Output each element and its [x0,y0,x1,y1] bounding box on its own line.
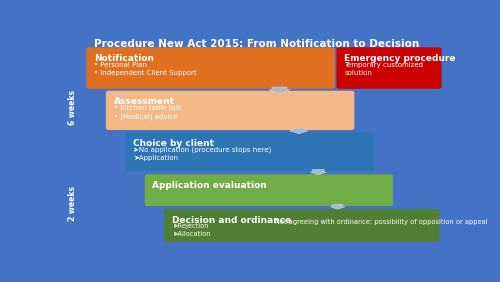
FancyBboxPatch shape [164,209,439,242]
Text: Application evaluation: Application evaluation [152,181,267,190]
Text: Procedure New Act 2015: From Notification to Decision: Procedure New Act 2015: From Notificatio… [94,39,419,49]
Text: ➤Rejection
➤Allocation: ➤Rejection ➤Allocation [172,223,210,237]
FancyBboxPatch shape [86,47,335,89]
Text: ➤No application (procedure stops here)
➤Application: ➤No application (procedure stops here) ➤… [133,146,272,161]
Text: 6 weeks: 6 weeks [68,90,76,125]
Text: 2 weeks: 2 weeks [68,186,76,221]
FancyBboxPatch shape [106,91,354,130]
FancyBboxPatch shape [144,174,393,206]
Text: Decision and ordinance: Decision and ordinance [172,215,291,224]
Text: Choice by client: Choice by client [133,138,214,147]
Text: • Kitchen table talk
• (Medical) advice: • Kitchen table talk • (Medical) advice [114,105,182,120]
Polygon shape [330,204,345,209]
Text: Temporary customized
solution: Temporary customized solution [344,62,423,76]
Polygon shape [269,87,290,93]
Text: Assessment: Assessment [114,97,174,106]
Text: • Personal Plan
• Independent Client Support: • Personal Plan • Independent Client Sup… [94,62,197,76]
FancyBboxPatch shape [126,132,374,171]
Text: Notification: Notification [94,54,154,63]
Text: Emergency procedure: Emergency procedure [344,54,456,63]
Polygon shape [290,128,308,134]
Text: Not agreeing with ordinance: possibility of opposition or appeal: Not agreeing with ordinance: possibility… [275,219,488,226]
FancyBboxPatch shape [336,47,442,89]
Polygon shape [310,169,326,175]
